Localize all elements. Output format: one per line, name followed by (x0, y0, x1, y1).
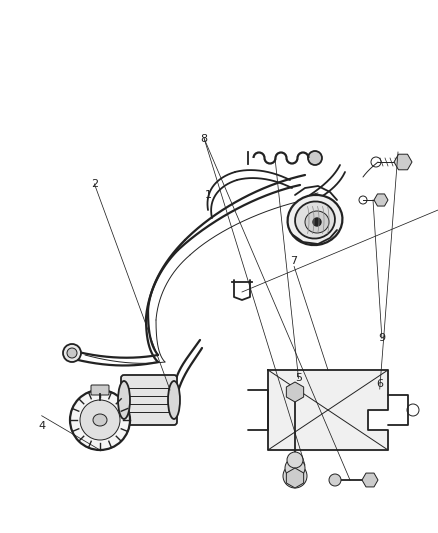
Circle shape (70, 390, 130, 450)
Circle shape (328, 474, 340, 486)
Circle shape (63, 344, 81, 362)
Ellipse shape (304, 211, 328, 233)
Circle shape (283, 464, 306, 488)
Text: 9: 9 (378, 334, 385, 343)
Text: 5: 5 (294, 374, 301, 383)
Circle shape (284, 458, 304, 478)
Ellipse shape (294, 201, 334, 239)
Text: 2: 2 (91, 179, 98, 189)
Ellipse shape (287, 195, 342, 245)
Circle shape (286, 452, 302, 468)
Circle shape (312, 218, 320, 226)
Circle shape (307, 151, 321, 165)
Polygon shape (267, 370, 387, 450)
Ellipse shape (118, 381, 130, 419)
Ellipse shape (93, 414, 107, 426)
Text: 8: 8 (200, 134, 207, 143)
Ellipse shape (168, 381, 180, 419)
Text: 4: 4 (38, 422, 45, 431)
FancyBboxPatch shape (91, 385, 109, 395)
Text: 7: 7 (290, 256, 297, 266)
Circle shape (67, 348, 77, 358)
FancyBboxPatch shape (121, 375, 177, 425)
Text: 1: 1 (205, 190, 212, 199)
Text: 6: 6 (375, 379, 382, 389)
Circle shape (80, 400, 120, 440)
